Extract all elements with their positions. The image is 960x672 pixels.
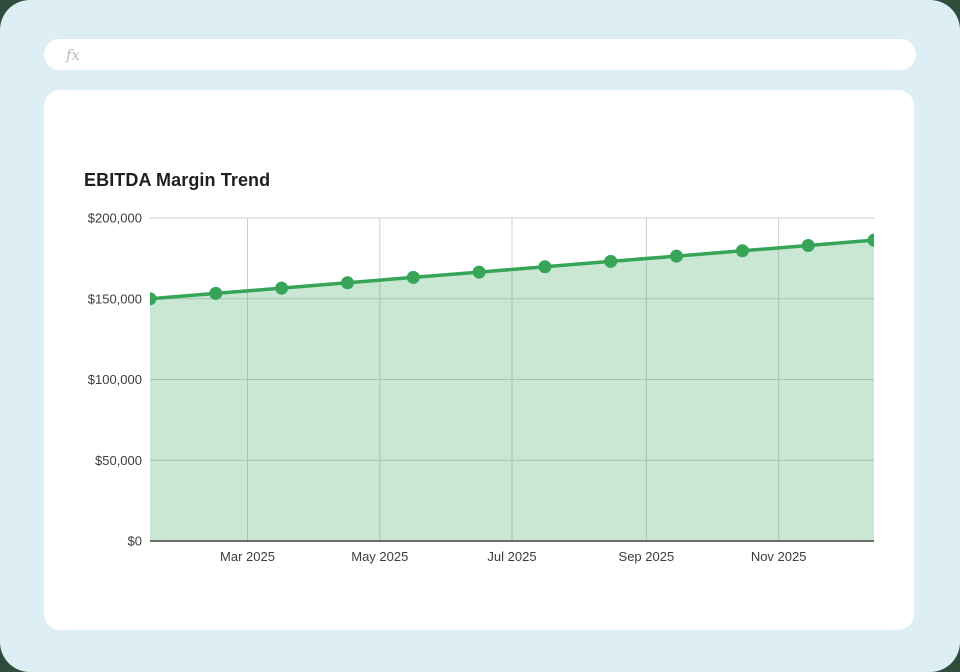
data-point-dot[interactable]: [670, 249, 683, 263]
x-tick-label: Mar 2025: [220, 549, 275, 564]
y-tick-label: $50,000: [95, 453, 142, 468]
data-point-dot[interactable]: [341, 276, 354, 290]
data-point-dot[interactable]: [735, 244, 749, 258]
chart-title: EBITDA Margin Trend: [84, 170, 271, 190]
fx-icon: fx: [66, 45, 81, 64]
data-point-dot[interactable]: [209, 286, 223, 300]
x-tick-label: Nov 2025: [751, 549, 807, 564]
data-point-dot[interactable]: [144, 292, 157, 306]
y-tick-label: $200,000: [88, 211, 142, 226]
x-tick-label: Jul 2025: [487, 549, 536, 564]
chart-card[interactable]: EBITDA Margin Trend $0 $50,000 $100,000 $15…: [44, 90, 914, 630]
data-point-dot[interactable]: [867, 233, 881, 247]
y-tick-label: $100,000: [88, 372, 142, 387]
x-tick-label: May 2025: [351, 549, 408, 564]
trend-line: [150, 238, 874, 301]
data-point-dot[interactable]: [275, 281, 289, 295]
data-point-dot[interactable]: [604, 254, 618, 268]
data-point-dot[interactable]: [406, 270, 420, 284]
x-tick-label: Sep 2025: [619, 549, 675, 564]
y-tick-label: $0: [128, 534, 142, 549]
area-fill: [150, 240, 874, 541]
y-tick-label: $150,000: [88, 291, 142, 306]
formula-input[interactable]: [90, 38, 902, 71]
data-point-dot[interactable]: [472, 265, 486, 279]
data-point-dot[interactable]: [801, 239, 815, 252]
ebitda-chart: $0 $50,000 $100,000 $150,000 $200,000 Mar 202…: [88, 211, 881, 564]
data-point-dot[interactable]: [538, 260, 552, 274]
formula-bar[interactable]: fx: [44, 38, 916, 71]
